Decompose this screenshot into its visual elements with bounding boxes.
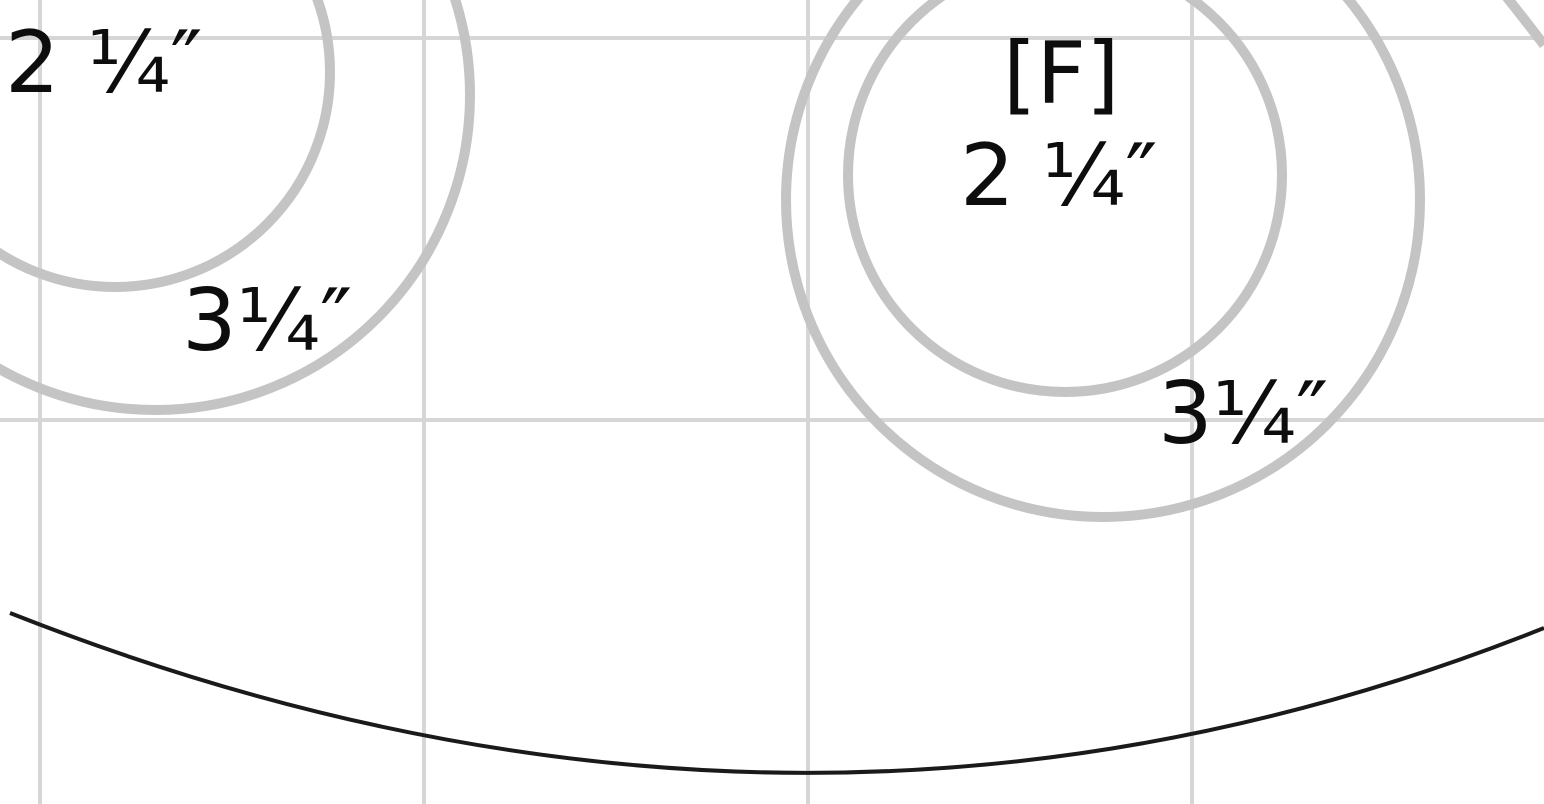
- right-circle-group: [781, 0, 1425, 522]
- right-small-label: 2 ¼″: [960, 126, 1158, 226]
- left-small-circle: [0, 0, 335, 292]
- far-right-circle-arc: [1502, 0, 1544, 49]
- right-small-circle: [843, 0, 1287, 397]
- right-letter-label: [F]: [1003, 24, 1120, 124]
- left-large-label: 3¼″: [182, 271, 352, 371]
- right-large-label: 3¼″: [1158, 364, 1328, 464]
- outline-curve: [9, 611, 1544, 775]
- left-small-label: 2 ¼″: [5, 13, 203, 113]
- left-large-circle: [0, 0, 475, 415]
- right-large-circle: [781, 0, 1425, 522]
- left-circle-group: [0, 0, 475, 415]
